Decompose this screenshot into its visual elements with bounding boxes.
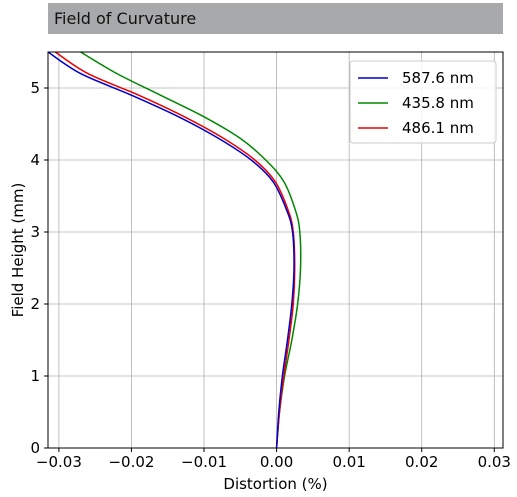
series-line-435-8-nm [80,52,302,448]
x-tick-label: 0.02 [405,453,438,471]
plot-frame [47,51,504,449]
legend-box [349,60,497,144]
legend-label: 486.1 nm [402,119,474,137]
y-tick-label: 5 [30,79,40,97]
y-tick-label: 0 [30,439,40,457]
legend-label: 587.6 nm [402,69,474,87]
x-tick-label: 0.00 [260,453,293,471]
y-tick-label: 2 [30,295,40,313]
legend-label: 435.8 nm [402,94,474,112]
series-lines [48,52,302,448]
x-tick-label: −0.03 [36,453,82,471]
x-tick-label: 0.03 [478,453,511,471]
y-axis-label: Field Height (mm) [9,183,27,318]
y-tick-label: 1 [30,367,40,385]
x-tick-label: −0.01 [181,453,227,471]
chart-title: Field of Curvature [54,9,197,28]
x-axis-label: Distortion (%) [223,475,327,493]
series-line-587-6-nm [48,52,295,448]
chart-title-bar: Field of Curvature [48,3,503,34]
y-tick-label: 4 [30,151,40,169]
series-line-486-1-nm [54,52,296,448]
x-tick-label: −0.02 [108,453,154,471]
legend: 587.6 nm 435.8 nm 486.1 nm [349,60,497,144]
axis-ticks: −0.03 −0.02 −0.01 0.00 0.01 0.02 0.03 0 1 2 3 4 5 [30,79,511,471]
y-tick-label: 3 [30,223,40,241]
x-tick-label: 0.01 [332,453,365,471]
